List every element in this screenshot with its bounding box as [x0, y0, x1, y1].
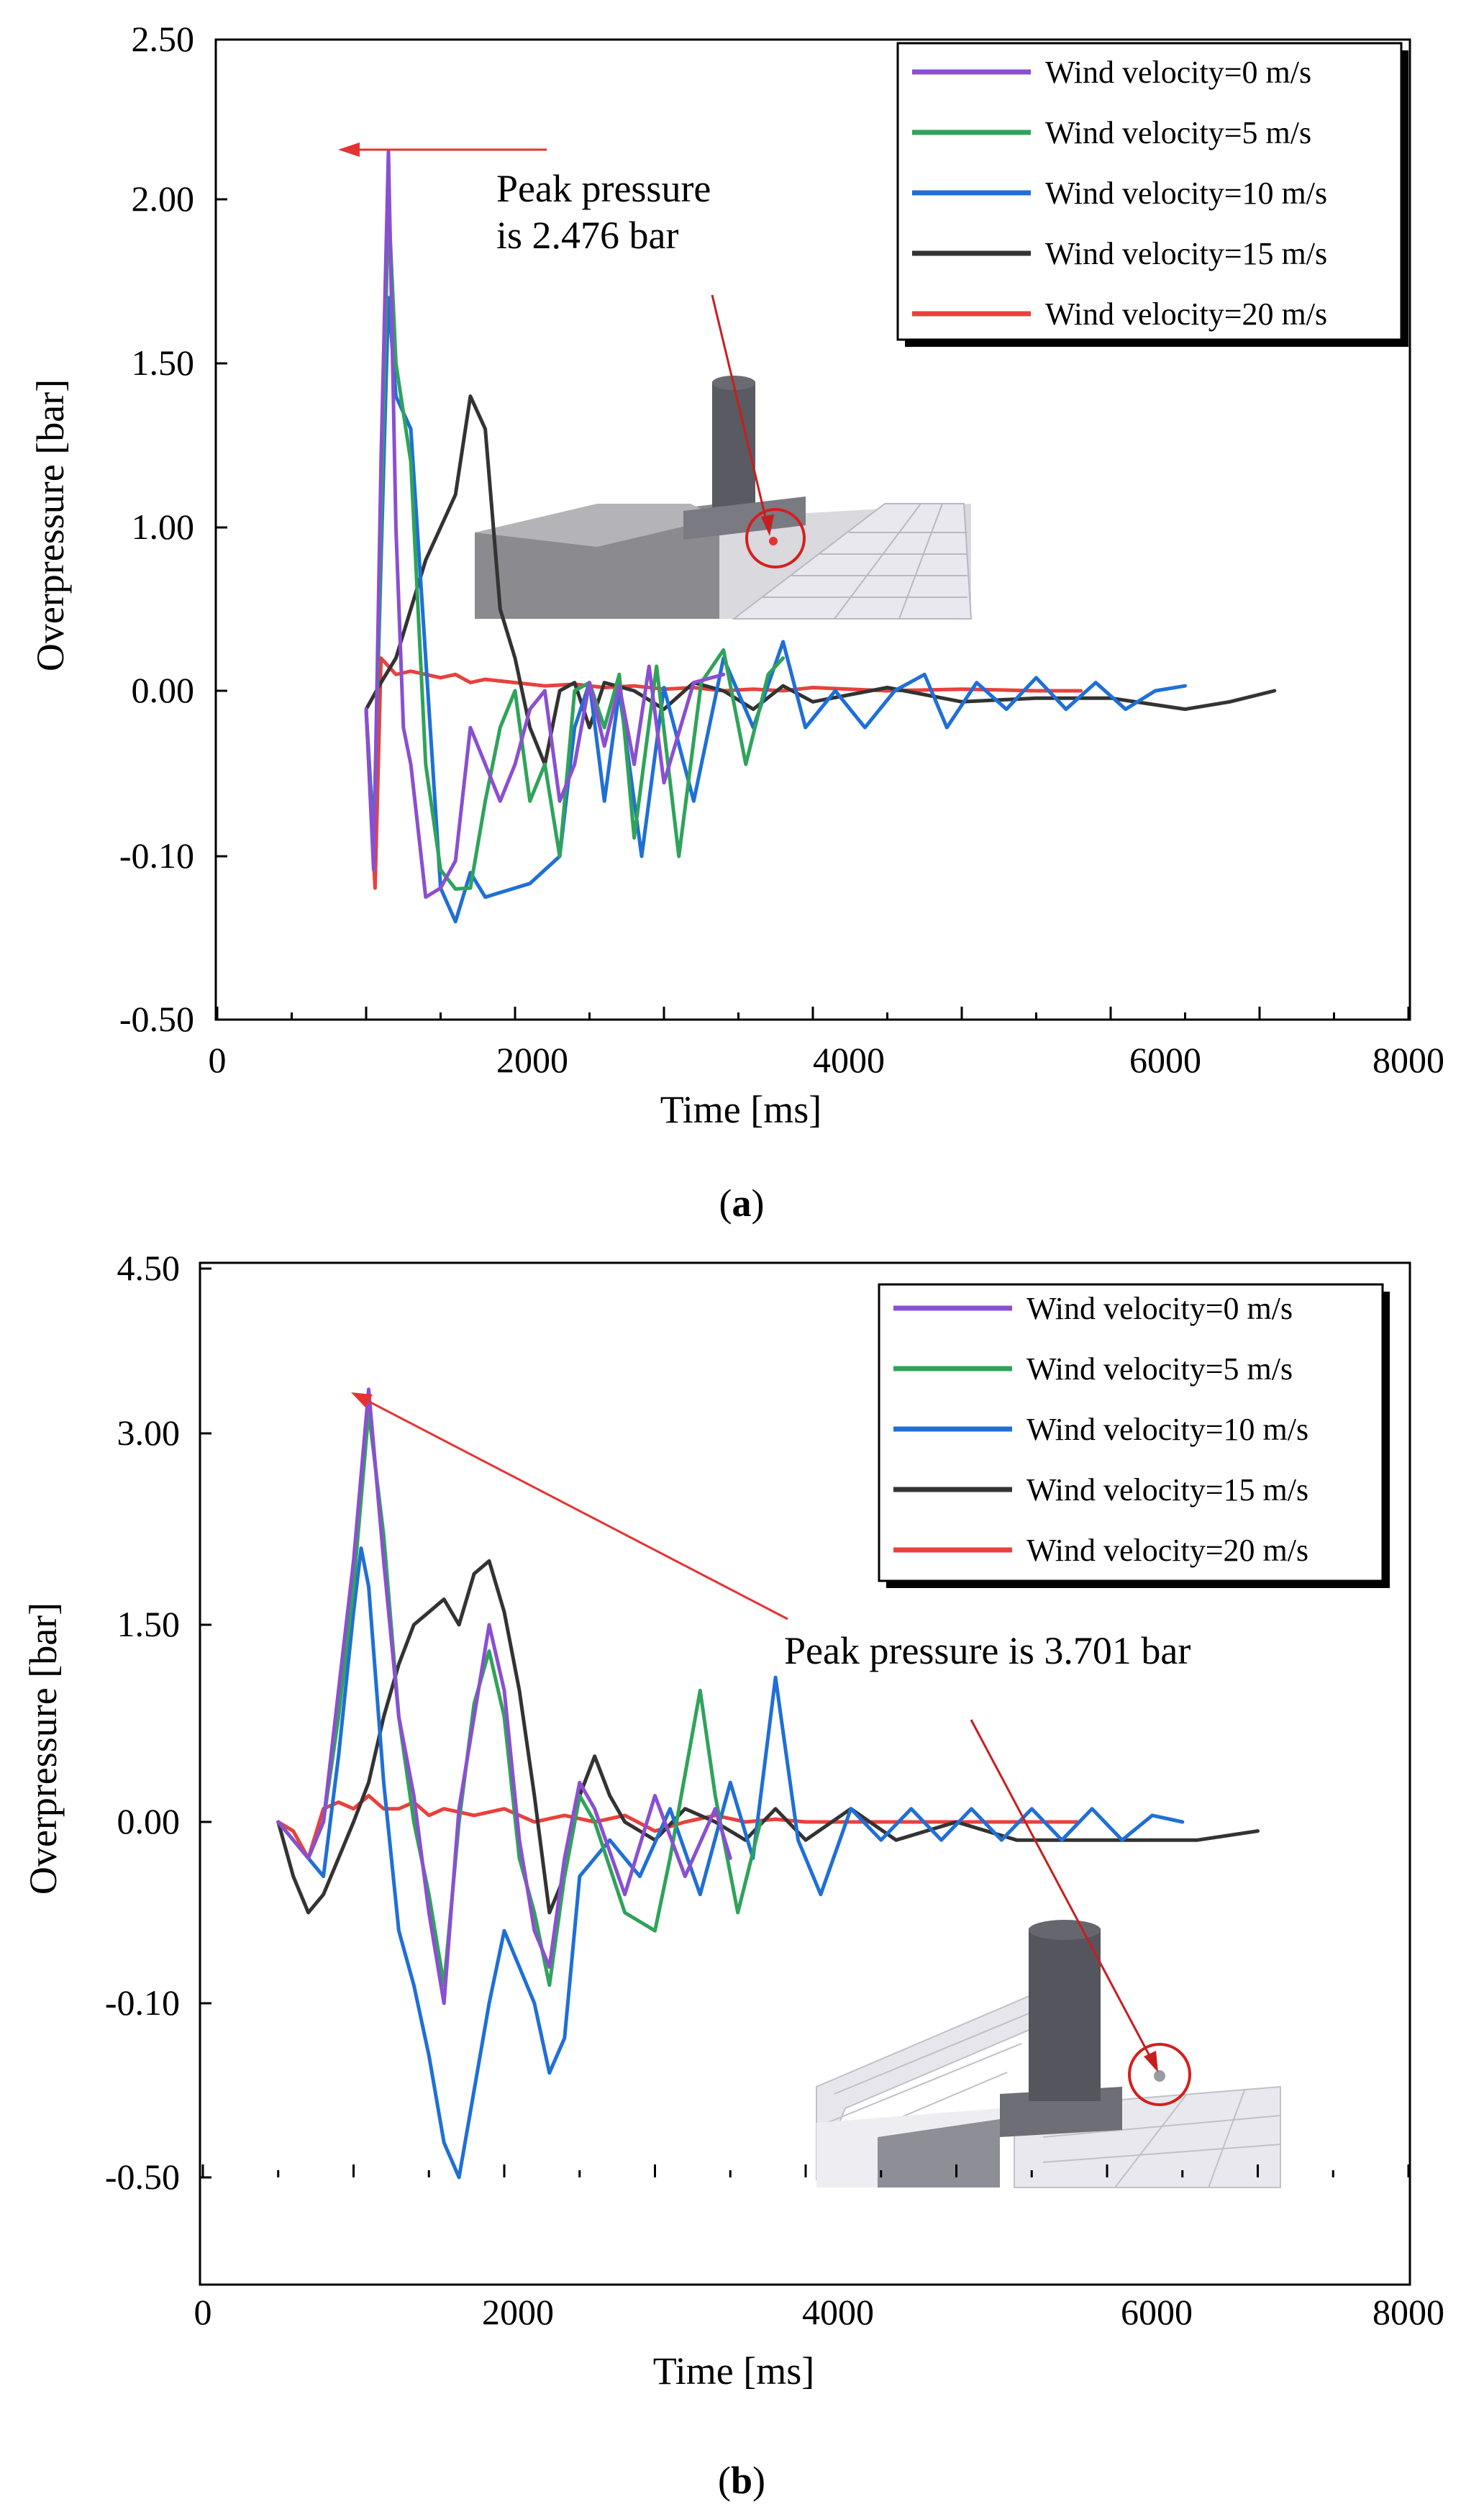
highlight-circle-a	[745, 508, 806, 568]
x-tick-label: 8000	[1373, 2292, 1444, 2332]
axes-a: 0 2000 4000 6000 8000 -0.50 -0.10 0.00 1.00 1.50 2…	[119, 19, 1444, 1080]
series-line-5-ms	[364, 197, 786, 891]
x-tick-label: 4000	[802, 2292, 874, 2332]
legend-entry: Wind velocity=15 m/s	[1026, 1472, 1308, 1507]
annotation-line-2: is 2.476 bar	[496, 214, 678, 257]
series-line-20-ms	[276, 1794, 1079, 1860]
x-axis-label: Time [ms]	[653, 2349, 815, 2393]
series-line-15-ms	[364, 394, 1277, 766]
y-tick-label: 1.00	[132, 507, 195, 547]
plot-area-a	[364, 149, 1277, 924]
series-line-10-ms	[276, 1546, 1185, 2180]
plot-area-b	[276, 1387, 1260, 2180]
sensor-dot-b	[1154, 2070, 1165, 2082]
x-axis-label: Time [ms]	[660, 1088, 822, 1131]
y-tick-label: -0.50	[105, 2157, 180, 2197]
legend-entry: Wind velocity=10 m/s	[1045, 176, 1327, 211]
y-tick-label: 0.00	[117, 1801, 181, 1841]
series-line-5-ms	[276, 1410, 763, 1987]
x-tick-label: 2000	[496, 1040, 568, 1080]
y-tick-label: 4.50	[117, 1248, 181, 1288]
legend-entry: Wind velocity=15 m/s	[1045, 236, 1327, 271]
legend-entry: Wind velocity=5 m/s	[1045, 115, 1311, 150]
x-tick-label: 6000	[1129, 1040, 1201, 1080]
annotation-b: Peak pressure is 3.701 bar	[351, 1392, 1191, 2072]
inset-image-b	[816, 1920, 1281, 2188]
legend-b: Wind velocity=0 m/s Wind velocity=5 m/s Wi…	[878, 1283, 1390, 1588]
legend-entry: Wind velocity=0 m/s	[1045, 55, 1311, 90]
y-tick-label: 0.00	[132, 670, 195, 710]
y-tick-label: -0.50	[119, 999, 194, 1039]
legend-box	[878, 1283, 1384, 1582]
legend-entry: Wind velocity=20 m/s	[1045, 296, 1327, 332]
series-line-10-ms	[364, 296, 1187, 924]
x-tick-label: 0	[194, 2292, 212, 2332]
highlight-circle-b	[1128, 2043, 1191, 2106]
chart-a: 0 2000 4000 6000 8000 -0.50 -0.10 0.00 1.00 1.50 2…	[29, 19, 1444, 1225]
legend-entry: Wind velocity=20 m/s	[1026, 1533, 1308, 1568]
x-tick-label: 2000	[482, 2292, 554, 2332]
y-tick-label: -0.10	[105, 1982, 180, 2023]
annotation-text-b: Peak pressure is 3.701 bar	[784, 1629, 1191, 1672]
annotation-a: Peak pressure is 2.476 bar	[338, 142, 774, 536]
sensor-dot-a	[769, 537, 778, 545]
y-tick-label: 2.00	[132, 178, 195, 219]
x-tick-label: 0	[209, 1040, 227, 1080]
y-tick-label: 1.50	[117, 1604, 181, 1644]
y-tick-label: 3.00	[117, 1413, 181, 1453]
inset-grid-a	[732, 503, 973, 620]
annotation-line-1: Peak pressure	[496, 167, 711, 210]
y-tick-label: -0.10	[119, 835, 194, 876]
inset-image-a	[475, 376, 973, 620]
y-tick-label: 2.50	[132, 19, 195, 59]
figure-b: 0 2000 4000 6000 8000 -0.50 -0.10 0.00 1.50 3.00 4…	[0, 1245, 1484, 2512]
y-tick-label: 1.50	[132, 343, 195, 383]
y-axis-label: Overpressure [bar]	[22, 1602, 65, 1895]
series-line-0-ms	[364, 149, 726, 899]
legend-entry: Wind velocity=0 m/s	[1026, 1291, 1293, 1326]
legend-entry: Wind velocity=10 m/s	[1026, 1412, 1308, 1447]
axes-b: 0 2000 4000 6000 8000 -0.50 -0.10 0.00 1.50 3.00 4…	[105, 1248, 1444, 2332]
panel-label-a: (a)	[719, 1182, 765, 1225]
legend-a: Wind velocity=0 m/s Wind velocity=5 m/s Wi…	[896, 42, 1408, 347]
series-line-0-ms	[276, 1387, 732, 2005]
x-tick-label: 8000	[1373, 1040, 1444, 1080]
chart-b: 0 2000 4000 6000 8000 -0.50 -0.10 0.00 1.50 3.00 4…	[22, 1248, 1444, 2502]
x-tick-label: 4000	[813, 1040, 885, 1080]
x-tick-label: 6000	[1121, 2292, 1193, 2332]
legend-entry: Wind velocity=5 m/s	[1026, 1351, 1293, 1387]
y-axis-label: Overpressure [bar]	[29, 379, 72, 671]
panel-label-b: (b)	[718, 2459, 765, 2502]
figure-a: 0 2000 4000 6000 8000 -0.50 -0.10 0.00 1.00 1.50 2…	[0, 0, 1484, 1245]
